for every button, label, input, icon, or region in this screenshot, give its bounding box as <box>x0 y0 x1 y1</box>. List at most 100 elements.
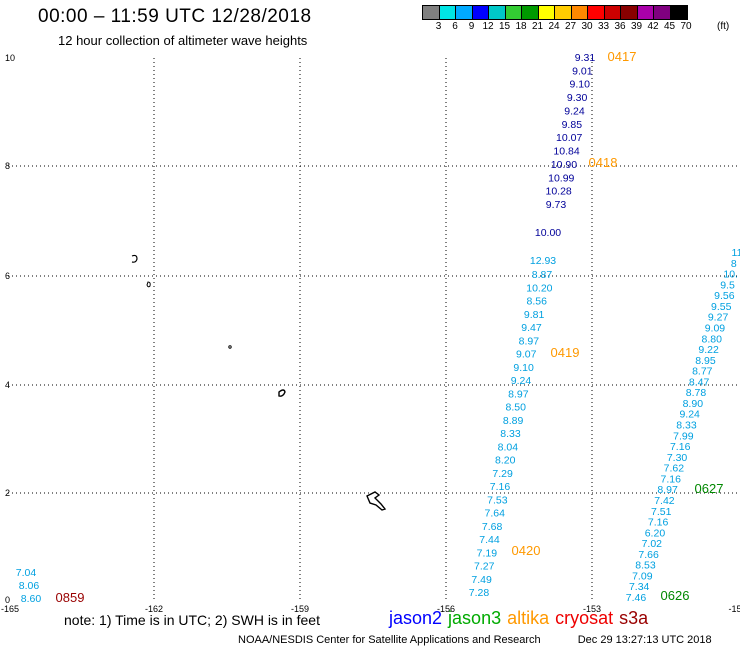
time-label: 0419 <box>551 345 580 360</box>
swh-value-label: 8.47 <box>689 376 710 388</box>
swh-value-label: 9.47 <box>521 322 542 334</box>
swh-value-label: 7.28 <box>469 587 490 599</box>
swh-value-label: 10.99 <box>548 172 574 184</box>
legend-swatch <box>538 6 555 19</box>
legend-swatch <box>555 6 572 19</box>
swh-value-label: 8.97 <box>508 388 529 400</box>
color-scale-labels: 3 6 9 12 15 18 21 24 27 30 33 36 39 42 45 70 <box>422 21 732 33</box>
swh-value-label: 10.28 <box>545 186 571 198</box>
satellite-name: jason2 <box>389 608 443 628</box>
swh-value-label: 7.64 <box>485 508 506 520</box>
swh-value-label: 7.66 <box>638 549 659 561</box>
legend-swatch <box>571 6 588 19</box>
swh-value-label: 7.53 <box>487 494 508 506</box>
legend-label: 45 <box>663 21 676 32</box>
page-title: 00:00 – 11:59 UTC 12/28/2018 <box>38 6 312 27</box>
swh-value-label: 7.34 <box>629 581 650 593</box>
legend-swatch <box>637 6 654 19</box>
swh-value-label: 7.51 <box>651 506 672 518</box>
swh-value-label: 9.07 <box>516 349 537 361</box>
legend-swatch <box>654 6 671 19</box>
legend-swatch <box>423 6 440 19</box>
swh-value-label: 7.68 <box>482 521 503 533</box>
swh-value-label: 8.53 <box>635 560 656 572</box>
legend-label: 3 <box>435 21 442 32</box>
swh-value-label: 7.16 <box>670 441 691 453</box>
swh-value-label: 8.77 <box>692 366 713 378</box>
legend-swatch <box>472 6 489 19</box>
swh-value-label: 8.33 <box>500 428 521 440</box>
swh-value-label: 9.55 <box>711 301 732 313</box>
legend-swatch <box>621 6 638 19</box>
legend-label: 9 <box>468 21 475 32</box>
legend-label: 39 <box>630 21 643 32</box>
legend-label: 42 <box>647 21 659 32</box>
x-tick-label: -159 <box>291 604 309 614</box>
swh-value-label: 9.24 <box>564 105 585 117</box>
swh-value-label: 8.04 <box>498 441 519 453</box>
legend-label: 18 <box>515 21 527 32</box>
time-label: 0626 <box>661 588 690 603</box>
satellite-name: altika <box>507 608 550 628</box>
legend-label: 70 <box>680 21 692 32</box>
swh-value-label: 9.73 <box>546 199 567 211</box>
island-outline <box>131 254 138 263</box>
swh-value-label: 11 <box>732 247 740 259</box>
legend-label: 6 <box>452 21 458 32</box>
swh-value-label: 7.46 <box>626 592 647 604</box>
swh-value-label: 8.50 <box>506 402 527 414</box>
y-tick-label: 0 <box>5 595 10 605</box>
swh-value-label: 8.90 <box>683 398 704 410</box>
legend-unit: (ft) <box>717 21 730 32</box>
swh-value-label: 7.16 <box>648 517 669 529</box>
legend-label: 27 <box>564 21 577 32</box>
swh-value-label: 9.81 <box>524 309 545 321</box>
time-label: 0417 <box>608 49 637 64</box>
swh-value-label: 8.20 <box>495 455 516 467</box>
swh-value-label: 9.10 <box>570 79 591 91</box>
swh-value-label: 10.84 <box>553 146 579 158</box>
swh-value-label: 8.87 <box>532 269 553 281</box>
swh-value-label: 9.30 <box>567 92 588 104</box>
swh-value-label: 8.97 <box>519 335 540 347</box>
time-label: 0420 <box>512 543 541 558</box>
swh-value-label: 10.07 <box>556 132 582 144</box>
swh-value-label: 10.90 <box>551 159 577 171</box>
satellite-name: jason3 <box>448 608 502 628</box>
footer-note: note: 1) Time is in UTC; 2) SWH is in fe… <box>64 612 320 628</box>
swh-value-label: 8.56 <box>527 296 548 308</box>
legend-label: 30 <box>581 21 593 32</box>
island-outline <box>228 345 232 349</box>
swh-value-label: 9.22 <box>698 344 719 356</box>
island-outline <box>146 281 151 288</box>
y-tick-label: 6 <box>5 271 10 281</box>
credit-text: NOAA/NESDIS Center for Satellite Applica… <box>238 634 541 646</box>
x-tick-label: -156 <box>437 604 455 614</box>
island-outline <box>278 389 286 397</box>
y-tick-label: 10 <box>5 53 15 63</box>
swh-value-label: 8 <box>731 258 737 270</box>
swh-value-label: 8.89 <box>503 415 524 427</box>
swh-value-label: 7.02 <box>642 538 663 550</box>
swh-value-label: 8.78 <box>686 387 707 399</box>
legend-swatch <box>505 6 522 19</box>
time-label: 0859 <box>56 590 85 605</box>
x-tick-label: -153 <box>583 604 601 614</box>
x-tick-label: -165 <box>1 604 19 614</box>
swh-value-label: 7.04 <box>16 567 37 579</box>
swh-value-label: 9.09 <box>705 322 726 334</box>
swh-value-label: 7.99 <box>673 430 694 442</box>
legend-label: 36 <box>614 21 626 32</box>
legend-swatch <box>670 6 687 19</box>
satellite-name: s3a <box>619 608 649 628</box>
swh-value-label: 7.16 <box>661 473 682 485</box>
y-tick-label: 2 <box>5 488 10 498</box>
legend-swatch <box>489 6 506 19</box>
color-scale-legend <box>422 5 688 20</box>
page-subtitle: 12 hour collection of altimeter wave hei… <box>58 33 308 48</box>
credit-line: NOAA/NESDIS Center for Satellite Applica… <box>238 634 712 646</box>
swh-value-label: 9.24 <box>679 409 700 421</box>
swh-value-label: 10. <box>723 269 738 281</box>
swh-value-label: 8.60 <box>21 593 42 605</box>
